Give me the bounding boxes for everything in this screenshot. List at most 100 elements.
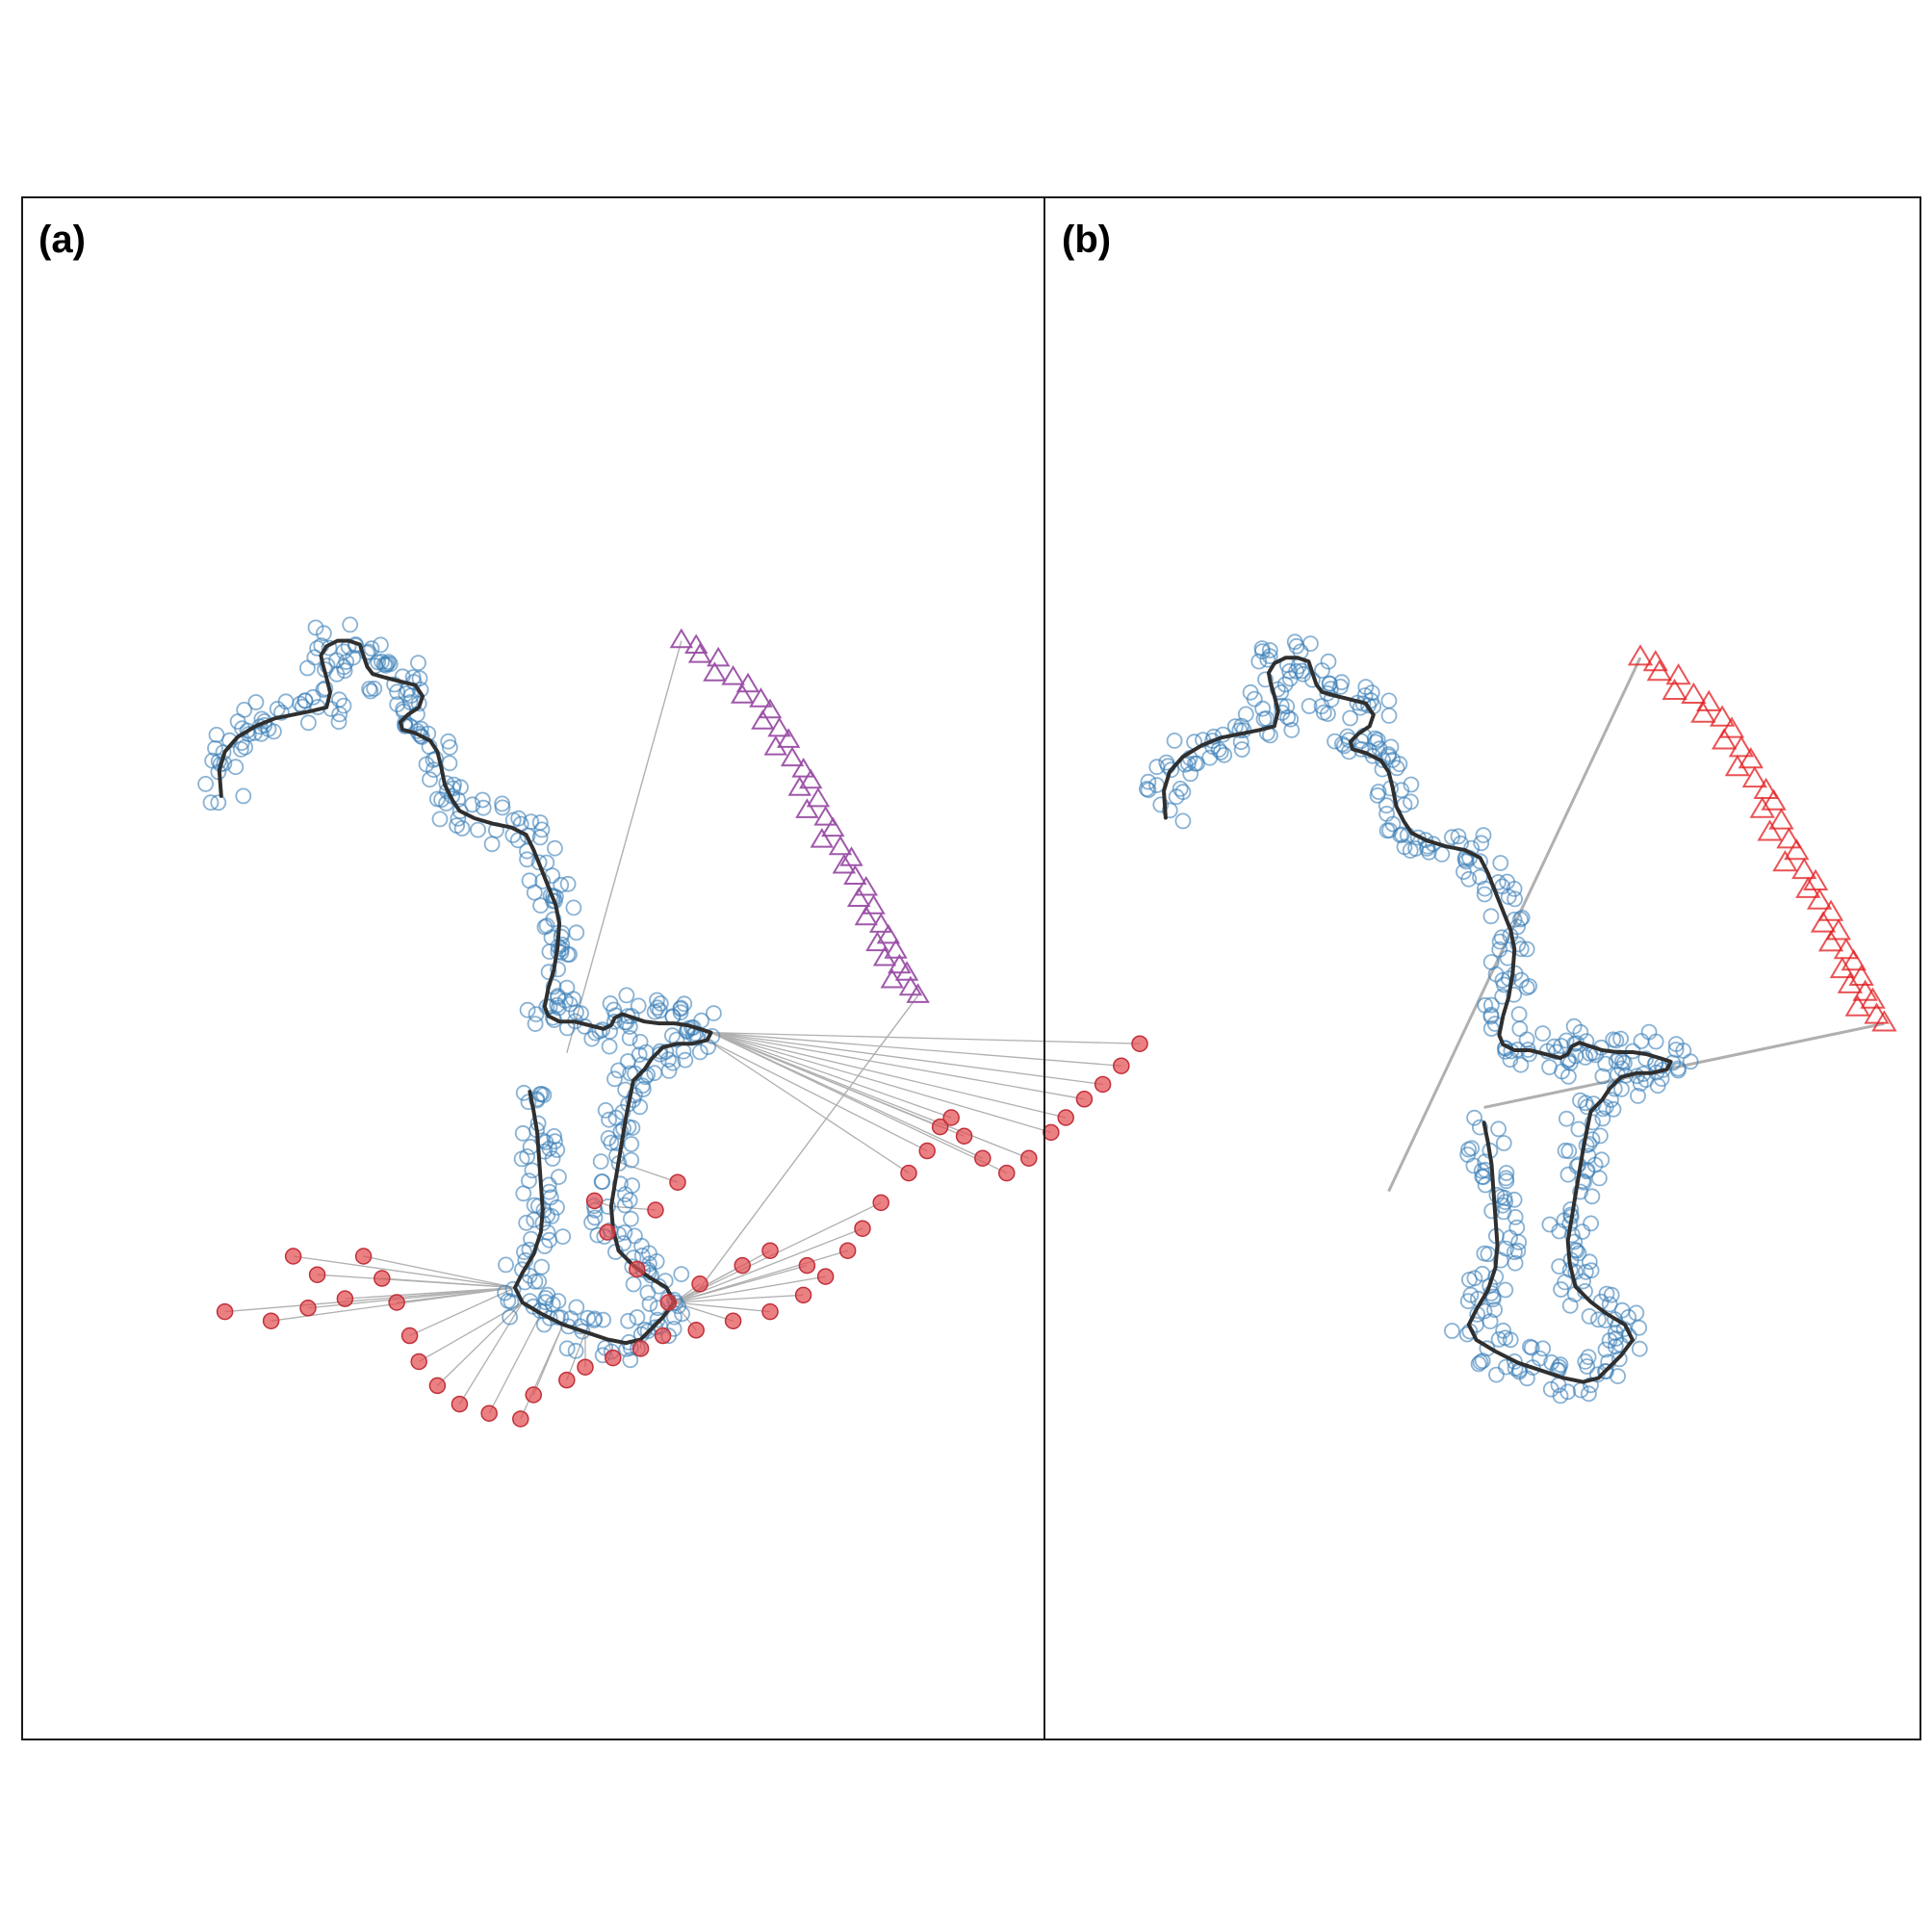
- observation-point: [342, 616, 359, 633]
- observation-point: [1407, 840, 1424, 857]
- cluster-triangle: [1791, 857, 1817, 880]
- observation-point: [1369, 786, 1386, 804]
- observation-point: [568, 1299, 585, 1316]
- observation-point: [422, 771, 438, 788]
- outlier-point: [647, 1201, 664, 1219]
- observation-point: [1495, 1135, 1512, 1151]
- observation-point: [621, 1029, 638, 1046]
- observation-point: [585, 1312, 603, 1328]
- observation-point: [1631, 1319, 1648, 1336]
- observation-point: [1518, 1031, 1535, 1048]
- outlier-link: [488, 1313, 542, 1414]
- outlier-point: [1094, 1075, 1112, 1094]
- observation-point: [204, 752, 221, 769]
- cluster-triangle: [1768, 808, 1794, 830]
- cluster-triangle: [839, 846, 863, 866]
- observation-point: [1382, 738, 1400, 756]
- observation-point: [1450, 828, 1467, 845]
- observation-point: [623, 1210, 639, 1227]
- observation-point: [386, 676, 403, 693]
- outlier-point: [931, 1118, 949, 1136]
- cluster-triangle: [1627, 644, 1654, 666]
- observation-point: [649, 992, 665, 1009]
- observation-point: [1551, 1258, 1568, 1275]
- observation-point: [1483, 996, 1500, 1014]
- observation-point: [378, 656, 396, 672]
- outlier-link: [707, 1039, 910, 1174]
- panel-b-label: (b): [1062, 219, 1111, 261]
- outlier-link: [710, 1032, 1103, 1086]
- observation-point: [1597, 1363, 1613, 1379]
- observation-point: [561, 995, 579, 1013]
- observation-point: [549, 1198, 565, 1216]
- outlier-point: [918, 1142, 936, 1160]
- cluster-triangle: [1825, 918, 1852, 940]
- cluster-triangle: [735, 672, 760, 693]
- outlier-link: [710, 1032, 1141, 1044]
- observation-point: [1140, 782, 1157, 799]
- observation-point: [1470, 1355, 1487, 1373]
- outlier-point: [687, 1322, 705, 1339]
- observation-point: [1507, 965, 1524, 982]
- observation-point: [1301, 698, 1318, 714]
- observation-point: [1237, 706, 1254, 723]
- trajectory-line: [217, 638, 713, 1346]
- observation-point: [272, 704, 290, 721]
- observation-point: [410, 695, 427, 712]
- observation-point: [412, 728, 429, 745]
- cluster-triangle: [880, 967, 904, 989]
- observation-point: [1476, 1245, 1493, 1262]
- observation-point: [1216, 746, 1233, 763]
- outlier-point: [1020, 1149, 1038, 1167]
- observation-point: [1474, 1169, 1491, 1185]
- outlier-link: [532, 1324, 564, 1396]
- cluster-triangle: [898, 975, 923, 996]
- outlier-point: [798, 1256, 816, 1275]
- observation-point: [672, 1004, 689, 1021]
- cluster-triangle: [1784, 838, 1810, 861]
- observation-point: [1139, 781, 1155, 797]
- observation-point: [605, 1013, 623, 1030]
- observation-point: [691, 1043, 708, 1061]
- observation-point: [451, 803, 469, 820]
- cluster-triangle: [763, 735, 787, 756]
- outlier-point: [605, 1349, 622, 1367]
- outlier-link: [674, 1275, 826, 1303]
- observation-point: [580, 1309, 596, 1327]
- observation-point: [475, 799, 492, 816]
- observation-point: [1490, 1331, 1507, 1348]
- observation-point: [1512, 1056, 1530, 1073]
- observation-point: [649, 999, 666, 1017]
- observation-point: [1583, 1215, 1599, 1232]
- observation-point: [550, 961, 566, 978]
- observation-point: [304, 688, 322, 706]
- observation-point: [1380, 746, 1397, 762]
- observation-point: [554, 1228, 572, 1245]
- observation-point: [1583, 1377, 1599, 1394]
- observation-point: [1148, 777, 1165, 793]
- outlier-link: [710, 1032, 952, 1119]
- observation-point: [1488, 1366, 1505, 1383]
- observation-point: [551, 999, 567, 1017]
- observation-point: [1491, 941, 1508, 958]
- observation-point: [527, 1016, 544, 1032]
- observation-point: [660, 1051, 677, 1069]
- outlier-link: [363, 1255, 516, 1289]
- observation-point: [1140, 773, 1157, 790]
- observation-point: [1502, 1051, 1519, 1069]
- observation-point: [664, 1054, 682, 1071]
- observation-point: [1472, 1119, 1488, 1136]
- cluster-triangle: [1718, 716, 1745, 738]
- observation-point: [597, 1102, 614, 1119]
- observation-point: [1477, 1176, 1494, 1194]
- cluster-triangle: [787, 776, 811, 796]
- observation-point: [1476, 886, 1493, 903]
- outlier-point: [1043, 1123, 1060, 1142]
- observation-point: [531, 829, 549, 846]
- observation-point: [229, 713, 246, 730]
- outlier-point: [1131, 1035, 1148, 1052]
- observation-point: [1542, 1380, 1559, 1398]
- observation-point: [197, 776, 215, 792]
- observation-point: [1610, 1351, 1628, 1368]
- outlier-point: [308, 1266, 326, 1283]
